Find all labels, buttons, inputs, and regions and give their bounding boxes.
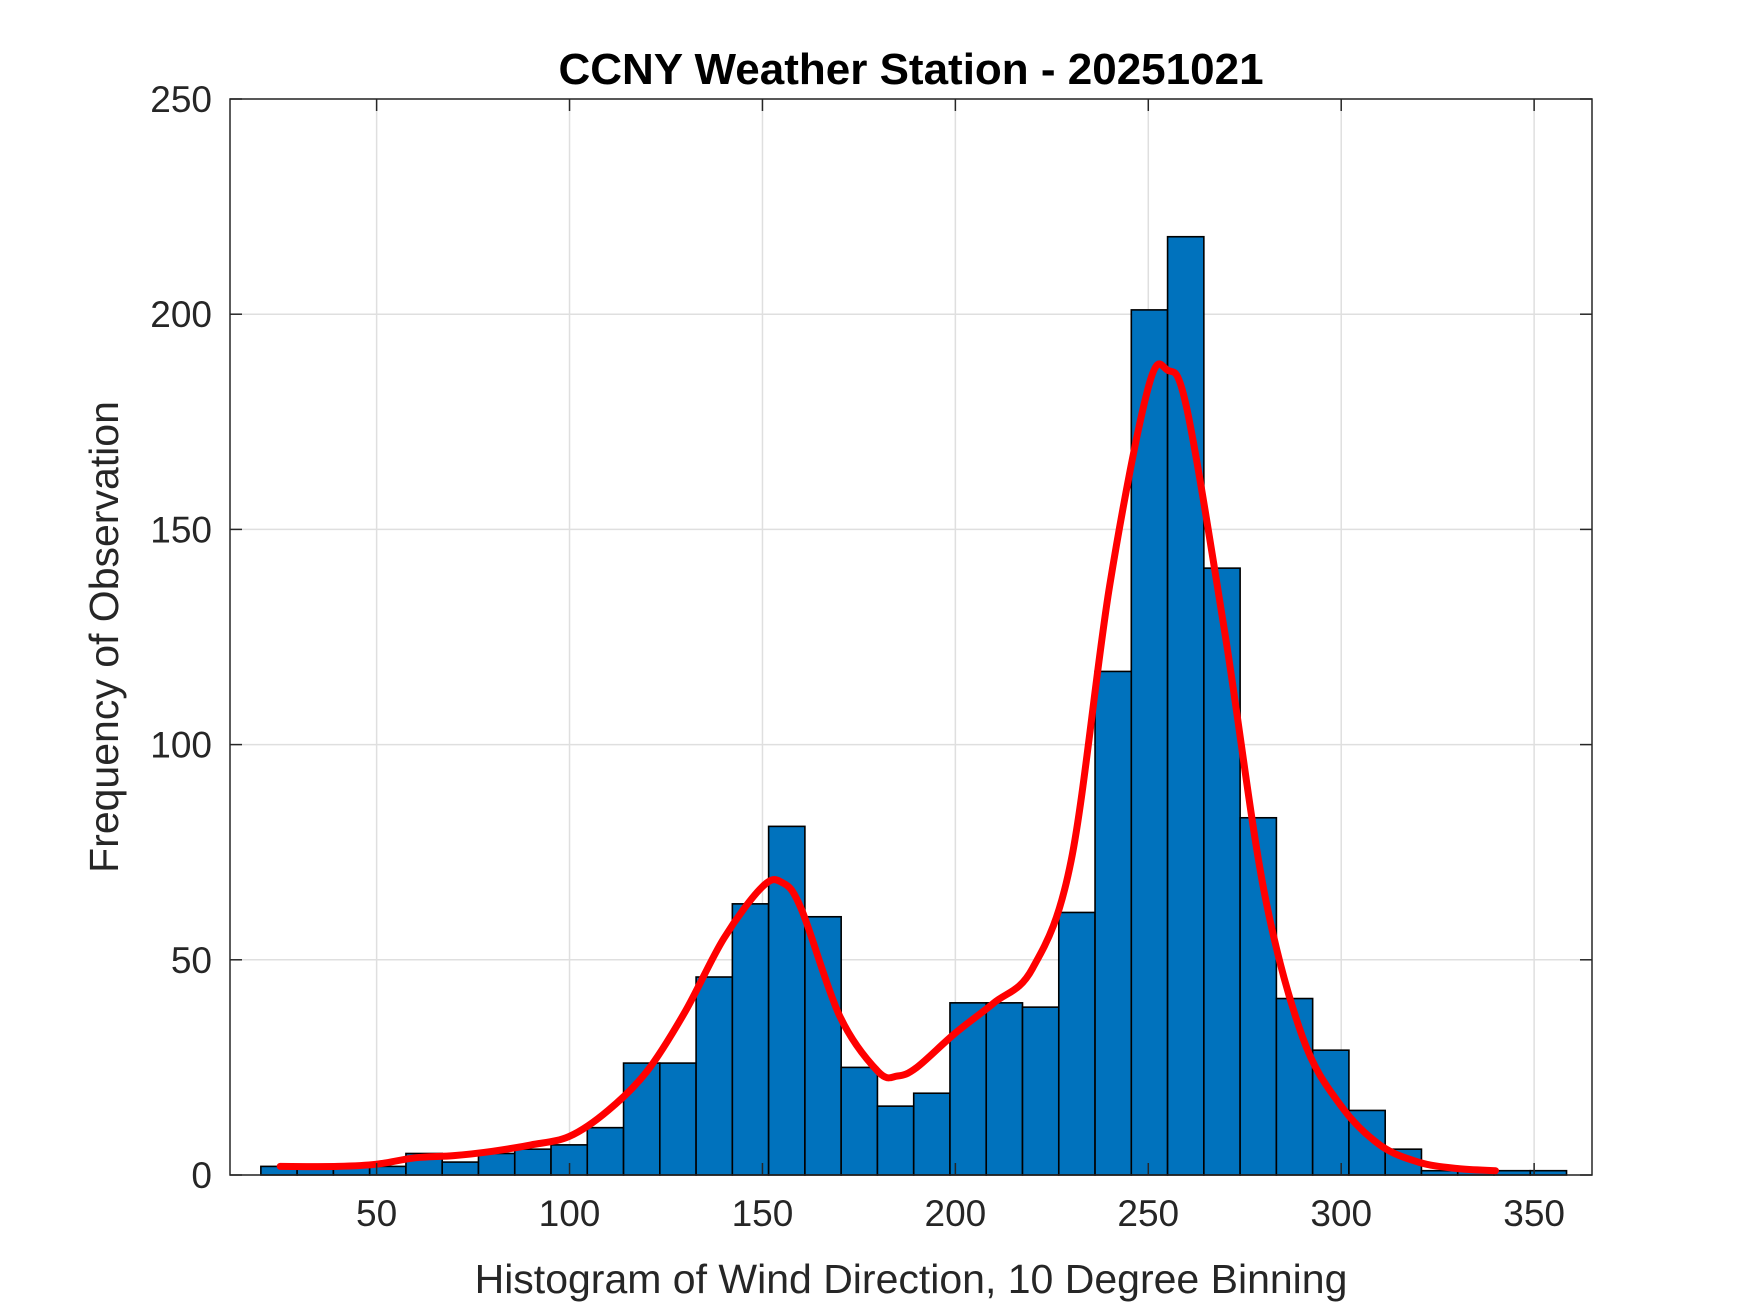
- histogram-bar: [1094, 670, 1133, 1176]
- histogram-bar: [1057, 911, 1096, 1176]
- y-tick-label: 250: [150, 79, 212, 120]
- axes-frame: [229, 98, 1593, 1176]
- x-tick-label: 100: [539, 1193, 601, 1234]
- y-tick-labels: 0 50 100 150 200 250: [150, 79, 212, 1196]
- x-tick-label: 200: [925, 1193, 987, 1234]
- histogram-bar: [731, 903, 770, 1176]
- x-tick-labels: 50 100 150 200 250 300 350: [356, 1193, 1565, 1234]
- x-tick-label: 350: [1503, 1193, 1565, 1234]
- fit-curve-line: [276, 360, 1499, 1175]
- histogram-bar: [876, 1105, 915, 1176]
- chart-title: CCNY Weather Station - 20251021: [558, 45, 1263, 94]
- histogram-bar: [477, 1152, 516, 1176]
- histogram-bar: [840, 1066, 879, 1176]
- histogram-bar: [695, 976, 734, 1176]
- histogram-bar: [659, 1062, 697, 1176]
- y-tick-label: 200: [150, 294, 212, 335]
- histogram-bar: [586, 1126, 625, 1176]
- axis-ticks: [230, 98, 1592, 1176]
- histogram-bar: [912, 1092, 951, 1176]
- x-tick-label: 300: [1310, 1193, 1372, 1234]
- y-tick-label: 150: [150, 509, 212, 550]
- histogram-bar: [804, 915, 842, 1176]
- histogram-bar: [441, 1161, 480, 1176]
- x-axis-label: Histogram of Wind Direction, 10 Degree B…: [475, 1256, 1348, 1302]
- y-axis-label: Frequency of Observation: [81, 401, 127, 873]
- histogram-bar: [1166, 235, 1205, 1176]
- y-tick-label: 0: [191, 1155, 212, 1196]
- x-tick-label: 150: [732, 1193, 794, 1234]
- histogram-bar: [1021, 1006, 1060, 1176]
- histogram-bar: [1275, 997, 1314, 1176]
- x-tick-label: 250: [1117, 1193, 1179, 1234]
- plot-area: [230, 99, 1592, 1175]
- x-tick-label: 50: [356, 1193, 397, 1234]
- y-tick-label: 50: [171, 940, 212, 981]
- y-tick-label: 100: [150, 725, 212, 766]
- histogram-bar: [513, 1148, 552, 1176]
- histogram-bar: [985, 1002, 1024, 1176]
- histogram-bar: [1203, 567, 1241, 1176]
